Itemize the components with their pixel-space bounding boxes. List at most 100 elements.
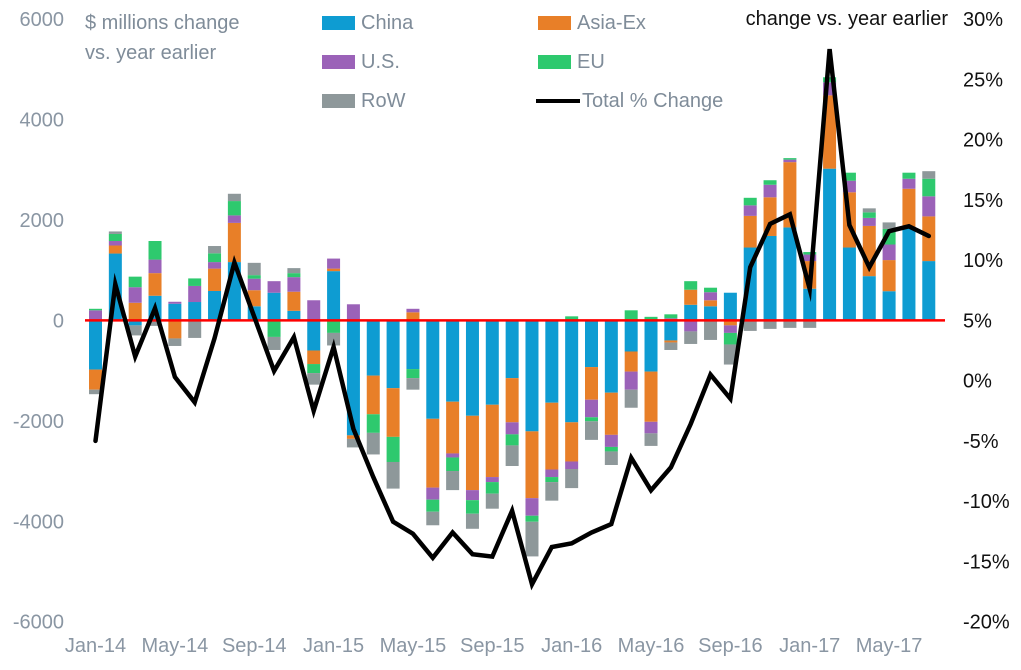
bar-segment-eu — [684, 281, 698, 290]
bar-segment-row — [406, 378, 420, 390]
bar-segment-asiaex — [545, 402, 559, 470]
bar-segment-asiaex — [585, 367, 598, 400]
bar-segment-us — [704, 292, 718, 301]
bar-segment-eu — [585, 417, 598, 422]
bar-segment-eu — [823, 77, 837, 83]
bar-segment-row — [505, 445, 519, 467]
bar-segment-row — [882, 222, 896, 229]
bar-segment-us — [346, 304, 360, 321]
bar-segment-eu — [287, 273, 301, 278]
bar-segment-eu — [148, 240, 162, 260]
bar-segment-us — [247, 278, 261, 291]
bar-segment-row — [247, 262, 261, 276]
bar-segment-row — [585, 421, 598, 440]
bar-segment-row — [664, 342, 678, 350]
row-swatch-icon — [322, 94, 355, 108]
bar-segment-asiaex — [108, 245, 122, 254]
bar-segment-china — [842, 247, 856, 321]
bar-segment-eu — [704, 287, 718, 293]
bar-segment-eu — [188, 278, 202, 286]
bar-segment-china — [386, 320, 400, 389]
asia-ex-swatch-icon — [538, 16, 571, 30]
y-axis-label-right: 5% — [963, 310, 992, 332]
legend-label-us: U.S. — [361, 50, 400, 73]
bar-segment-asiaex — [446, 401, 460, 454]
bar-segment-eu — [545, 477, 559, 483]
bar-segment-asiaex — [168, 320, 182, 339]
bar-segment-china — [763, 235, 777, 321]
x-axis-label: Sep-16 — [698, 635, 763, 657]
bar-segment-row — [148, 320, 162, 326]
bar-segment-china — [644, 320, 658, 372]
bar-segment-row — [763, 320, 777, 329]
bar-segment-us — [565, 461, 579, 470]
bar-segment-asiaex — [346, 435, 360, 439]
bar-segment-eu — [505, 434, 519, 446]
bar-segment-eu — [465, 500, 479, 514]
bar-segment-asiaex — [743, 215, 757, 248]
legend-item-asia-ex: Asia-Ex — [538, 12, 646, 34]
bar-segment-eu — [267, 320, 281, 337]
bar-segment-us — [406, 308, 420, 313]
right-axis-title: change vs. year earlier — [745, 8, 948, 30]
y-axis-label-right: 30% — [963, 9, 1003, 31]
bar-segment-row — [108, 231, 122, 234]
x-axis-label: Jan-16 — [541, 635, 602, 657]
bar-segment-us — [446, 453, 460, 458]
bar-segment-eu — [922, 178, 936, 197]
y-axis-label-left: -4000 — [13, 511, 64, 533]
y-axis-label-right: 25% — [963, 69, 1003, 91]
bar-segment-asiaex — [128, 302, 142, 321]
x-axis-label: May-15 — [380, 635, 447, 657]
legend-item-row: RoW — [322, 89, 406, 112]
bar-segment-us — [148, 259, 162, 274]
bar-segment-eu — [406, 369, 420, 379]
bar-segment-china — [505, 320, 519, 379]
bar-segment-eu — [366, 414, 380, 433]
bar-segment-eu — [426, 499, 440, 512]
y-axis-label-right: -15% — [963, 551, 1010, 573]
bar-segment-china — [704, 306, 718, 321]
legend-item-total-pct-change: Total % Change — [536, 89, 724, 112]
bar-segment-eu — [386, 436, 400, 462]
bar-segment-asiaex — [366, 375, 380, 415]
bar-segment-eu — [862, 212, 876, 218]
bar-segment-us — [763, 184, 777, 198]
bar-segment-china — [188, 302, 202, 321]
bar-segment-china — [406, 320, 420, 370]
bar-segment-china — [267, 292, 281, 321]
bar-segment-row — [644, 433, 658, 446]
bar-segment-us — [585, 399, 598, 418]
bar-segment-row — [267, 336, 281, 350]
bar-segment-asiaex — [287, 291, 301, 311]
bar-segment-eu — [565, 316, 579, 321]
bar-segment-us — [684, 320, 698, 332]
bar-segment-eu — [723, 332, 737, 345]
legend-label-china: China — [361, 11, 414, 34]
bar-segment-us — [842, 180, 856, 193]
legend-label-total-pct-change: Total % Change — [582, 89, 724, 112]
bar-segment-china — [823, 168, 837, 321]
bar-segment-us — [89, 310, 102, 321]
legend-item-us: U.S. — [322, 50, 400, 73]
left-axis-title-line1: $ millions change — [85, 12, 240, 34]
bar-segment-asiaex — [882, 260, 896, 292]
bar-segment-asiaex — [307, 350, 321, 365]
bar-segment-us — [723, 325, 737, 333]
bar-segment-eu — [89, 308, 102, 311]
legend-label-row: RoW — [361, 89, 406, 112]
y-axis-label-right: -10% — [963, 491, 1010, 513]
bar-segment-eu — [604, 446, 618, 452]
bar-segment-china — [624, 320, 638, 352]
bar-segment-us — [267, 281, 281, 293]
bar-segment-china — [366, 320, 380, 376]
bar-segment-us — [604, 434, 618, 447]
bar-segment-asiaex — [723, 320, 737, 326]
bar-segment-asiaex — [902, 188, 916, 228]
x-axis-label: Jan-17 — [779, 635, 840, 657]
bar-segment-row — [426, 511, 440, 526]
bar-segment-china — [902, 227, 916, 321]
bar-segment-asiaex — [406, 312, 420, 321]
bar-segment-us — [644, 421, 658, 434]
